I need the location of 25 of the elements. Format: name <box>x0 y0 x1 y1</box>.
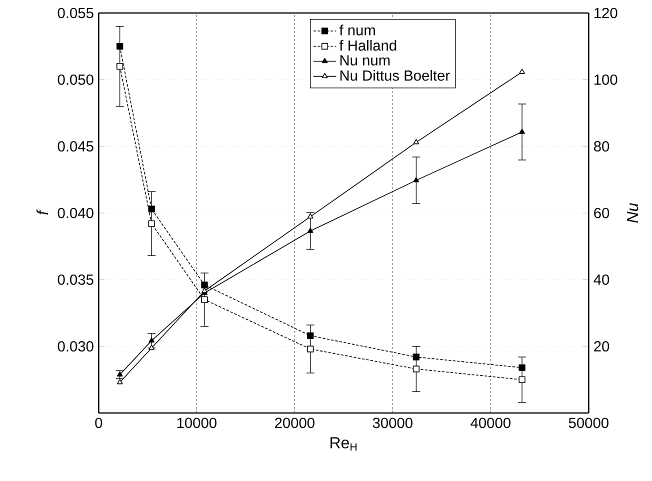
x-axis-title: Re$_{H}$ <box>330 437 357 451</box>
y-tick-label: 0.040 <box>58 208 94 218</box>
legend-label: Nu Dittus Boelter <box>340 70 450 81</box>
x-tick-label: 20000 <box>275 418 314 428</box>
y-tick-label: 0.055 <box>58 8 94 18</box>
y-tick-label: 0.045 <box>58 141 94 152</box>
y2-tick-label: 100 <box>594 74 618 85</box>
y2-tick-label: 40 <box>594 274 610 285</box>
x-tick-label: 0 <box>95 418 102 428</box>
legend-label: f Halland <box>339 40 396 51</box>
y-tick-label: 0.030 <box>58 341 94 352</box>
legend-label: f num <box>339 24 375 36</box>
x-tick-label: 30000 <box>372 418 412 428</box>
x-tick-label: 10000 <box>177 418 216 428</box>
y2-tick-label: 120 <box>594 8 618 18</box>
y-tick-label: 0.050 <box>58 74 94 85</box>
x-tick-label: 50000 <box>568 418 608 428</box>
y2-tick-label: 60 <box>594 208 610 218</box>
y-tick-label: 0.035 <box>58 274 94 285</box>
y2-tick-label: 80 <box>594 141 610 152</box>
y2-axis-title: Nu <box>627 203 638 223</box>
x-tick-label: 40000 <box>470 418 510 428</box>
y2-tick-label: 20 <box>594 341 610 352</box>
y-axis-title: f <box>36 209 48 215</box>
legend-label: Nu num <box>340 55 390 66</box>
